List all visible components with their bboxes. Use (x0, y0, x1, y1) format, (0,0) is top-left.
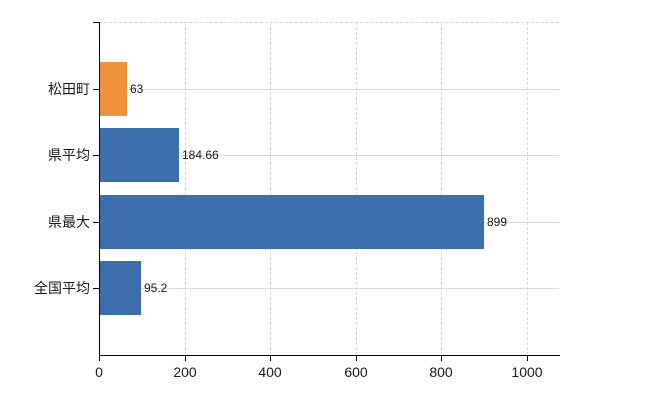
y-axis-tick (93, 288, 99, 289)
bar-value-label: 95.2 (144, 281, 168, 295)
gridline-vertical (355, 22, 357, 355)
x-axis-tick (270, 356, 271, 361)
x-axis-tick-label: 800 (429, 364, 453, 380)
bar-県最大 (100, 195, 484, 249)
bar-value-label: 184.66 (182, 148, 219, 162)
gridline-horizontal (99, 89, 559, 90)
y-axis-line (99, 22, 100, 355)
y-axis-label: 県最大 (48, 214, 90, 230)
x-axis-tick-label: 1000 (511, 364, 543, 380)
x-axis-tick-label: 0 (95, 364, 103, 380)
y-axis-tick (93, 222, 99, 223)
gridline-horizontal (99, 288, 559, 289)
x-axis-tick (527, 356, 528, 361)
plot-top-border (99, 22, 559, 23)
x-axis-tick (441, 356, 442, 361)
bar-value-label: 899 (487, 215, 508, 229)
bar-県平均 (100, 128, 179, 182)
bar-松田町 (100, 62, 127, 116)
gridline-vertical (526, 22, 528, 355)
y-axis-tick (93, 22, 99, 23)
x-axis-tick-label: 600 (344, 364, 368, 380)
gridline-vertical (184, 22, 186, 355)
gridline-vertical (441, 22, 442, 355)
gridline-horizontal (99, 155, 559, 156)
y-axis-label: 全国平均 (34, 280, 90, 296)
bar-value-label: 63 (130, 82, 144, 96)
y-axis-label: 松田町 (48, 81, 90, 97)
y-axis-tick (93, 155, 99, 156)
x-axis-line (99, 355, 560, 356)
x-axis-tick-label: 400 (258, 364, 282, 380)
x-axis-tick (185, 356, 186, 361)
y-axis-label: 県平均 (48, 147, 90, 163)
x-axis-tick (99, 356, 100, 361)
y-axis-tick (93, 89, 99, 90)
gridline-vertical (270, 22, 271, 355)
x-axis-tick (356, 356, 357, 361)
x-axis-tick-label: 200 (173, 364, 197, 380)
bar-全国平均 (100, 261, 141, 315)
